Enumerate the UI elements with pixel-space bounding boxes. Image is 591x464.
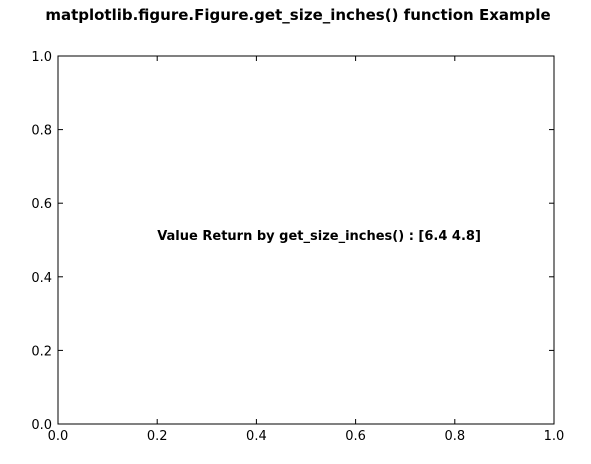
x-tick-label: 0.8 — [444, 429, 465, 444]
y-tick-label: 0.4 — [31, 271, 52, 286]
x-tick-label: 0.2 — [147, 429, 168, 444]
y-tick-label: 0.6 — [31, 197, 52, 212]
x-tick-label: 0.4 — [246, 429, 267, 444]
chart-title: matplotlib.figure.Figure.get_size_inches… — [45, 6, 550, 24]
x-tick-label: 0.0 — [48, 429, 69, 444]
y-tick-label: 0.8 — [31, 124, 52, 139]
x-tick-label: 1.0 — [544, 429, 565, 444]
y-tick-label: 0.0 — [31, 418, 52, 433]
x-tick-label: 0.6 — [345, 429, 366, 444]
y-tick-label: 1.0 — [31, 50, 52, 65]
annotation-text: Value Return by get_size_inches() : [6.4… — [157, 229, 481, 244]
axes-frame — [57, 55, 555, 425]
plot-area: 0.0 0.2 0.4 0.6 0.8 1.0 0.0 0.2 0.4 0.6 0.8 1.0 Valu… — [31, 50, 564, 444]
y-tick-label: 0.2 — [31, 344, 52, 359]
